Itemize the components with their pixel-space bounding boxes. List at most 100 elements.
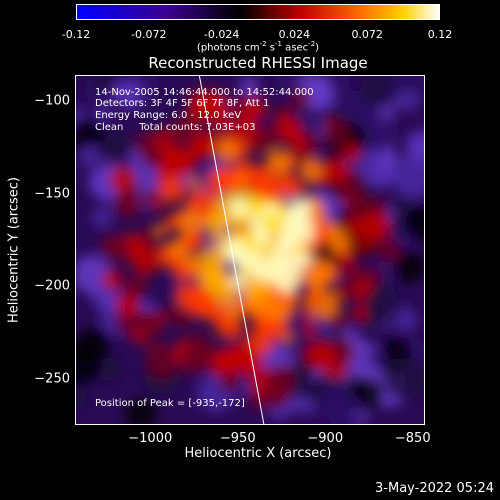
- heatmap-blob: [140, 144, 164, 168]
- heatmap-blob: [398, 89, 420, 111]
- clean-counts-annotation: Clean Total counts: 7.03E+03: [95, 122, 256, 133]
- heatmap-blob: [345, 218, 366, 239]
- heatmap-blob: [103, 131, 132, 161]
- heatmap-blob: [166, 133, 181, 149]
- heatmap-blob: [305, 259, 334, 287]
- heatmap-blob: [97, 357, 122, 381]
- heatmap-blob: [357, 112, 398, 152]
- heatmap-blob: [159, 176, 186, 204]
- colorbar-tick-label: -0.072: [131, 28, 167, 41]
- heatmap-blob: [352, 305, 368, 322]
- heatmap-blob: [251, 224, 260, 233]
- heatmap-blob: [357, 280, 371, 294]
- detectors-annotation: Detectors: 3F 4F 5F 6F 7F 8F, Att 1: [95, 98, 270, 109]
- heatmap-blob: [303, 297, 314, 308]
- heatmap-blob: [336, 260, 351, 275]
- heatmap-blob: [188, 176, 202, 190]
- footer-date: 3-May-2022 05:24: [375, 481, 494, 496]
- heatmap-blob: [75, 116, 106, 155]
- x-tick-label: −950: [219, 431, 256, 446]
- heatmap-blob: [256, 178, 283, 205]
- heatmap-blob: [141, 188, 156, 203]
- heatmap-blob: [264, 295, 291, 323]
- heatmap-blob: [230, 272, 246, 288]
- heatmap-blob: [230, 239, 247, 255]
- heatmap-blob: [274, 365, 294, 384]
- heatmap-blob: [303, 307, 314, 319]
- heatmap-blob: [182, 254, 199, 271]
- heatmap-blob: [347, 190, 370, 214]
- heatmap-blob: [342, 143, 361, 163]
- heatmap-blob: [302, 321, 317, 337]
- heatmap-blob: [101, 233, 122, 254]
- heatmap-blob: [308, 342, 336, 371]
- colorbar-tick-label: 0.024: [278, 28, 311, 41]
- colorbar: [76, 4, 440, 20]
- heatmap-blob: [155, 225, 167, 236]
- heatmap-blob: [79, 145, 101, 167]
- heatmap-blob: [238, 351, 264, 377]
- heatmap-blob: [75, 254, 111, 293]
- heatmap-blob: [325, 75, 350, 97]
- heatmap-blob: [265, 265, 286, 285]
- heatmap-blob: [239, 76, 259, 97]
- heatmap-blob: [249, 212, 264, 226]
- time-range-annotation: 14-Nov-2005 14:46:44.000 to 14:52:44.000: [95, 87, 314, 98]
- y-axis-label: Heliocentric Y (arcsec): [6, 177, 22, 323]
- heatmap-blob: [92, 207, 113, 228]
- heatmap-blob: [391, 154, 425, 199]
- heatmap-blob: [360, 211, 391, 241]
- heatmap-blob: [382, 358, 425, 401]
- heatmap-blob: [215, 138, 239, 162]
- heatmap-blob: [75, 343, 101, 385]
- heatmap-blob: [281, 231, 302, 251]
- heatmap-blob: [114, 78, 144, 109]
- heatmap-blob: [215, 167, 241, 192]
- y-tick-label: −150: [34, 186, 70, 202]
- heatmap-blob: [289, 88, 312, 110]
- heatmap-blob: [229, 198, 248, 218]
- heatmap-blob: [216, 322, 231, 337]
- heatmap-blob: [177, 208, 205, 236]
- heatmap-blob: [319, 387, 352, 420]
- heatmap-blob: [109, 166, 137, 193]
- heatmap-blob: [360, 75, 399, 110]
- heatmap-blob: [268, 246, 289, 267]
- heatmap-blob: [284, 253, 296, 265]
- y-tick-label: −250: [34, 371, 70, 387]
- heatmap-blob: [222, 299, 244, 320]
- heatmap-blob: [333, 191, 344, 203]
- y-tick-label: −100: [34, 93, 70, 109]
- heatmap-blob: [282, 177, 304, 199]
- heatmap-blob: [205, 90, 228, 113]
- heatmap-blob: [287, 127, 304, 144]
- x-axis-label: Heliocentric X (arcsec): [184, 446, 332, 461]
- heatmap-blob: [168, 147, 198, 177]
- heatmap-blob: [293, 205, 304, 215]
- heatmap-blob: [124, 398, 157, 425]
- heatmap-blob: [185, 333, 212, 360]
- heatmap-blob: [294, 250, 312, 268]
- heatmap-blob: [75, 385, 88, 410]
- heatmap-blob: [324, 159, 349, 184]
- heatmap-blob: [191, 189, 205, 203]
- heatmap-blob: [174, 308, 194, 329]
- heatmap-blob: [376, 238, 402, 263]
- heatmap-blob: [331, 311, 350, 330]
- heatmap-blob: [261, 381, 290, 410]
- colorbar-unit-label: (photons cm-2 s-1 asec-2): [196, 40, 320, 54]
- heatmap-blob: [132, 329, 147, 344]
- solar-limb-line: [198, 75, 265, 425]
- heatmap-blob: [171, 114, 199, 142]
- peak-position-annotation: Position of Peak = [-935,-172]: [95, 398, 245, 409]
- heatmap-blob: [115, 291, 140, 316]
- colorbar-tick-label: -0.024: [203, 28, 240, 41]
- heatmap-blob: [334, 290, 345, 301]
- heatmap-blob: [220, 373, 240, 393]
- heatmap-blob: [134, 310, 161, 337]
- heatmap-blob: [321, 117, 350, 146]
- x-tick-label: −850: [394, 431, 431, 446]
- heatmap-blob: [291, 220, 300, 229]
- heatmap-blob: [393, 250, 425, 283]
- heatmap-blob: [299, 228, 315, 243]
